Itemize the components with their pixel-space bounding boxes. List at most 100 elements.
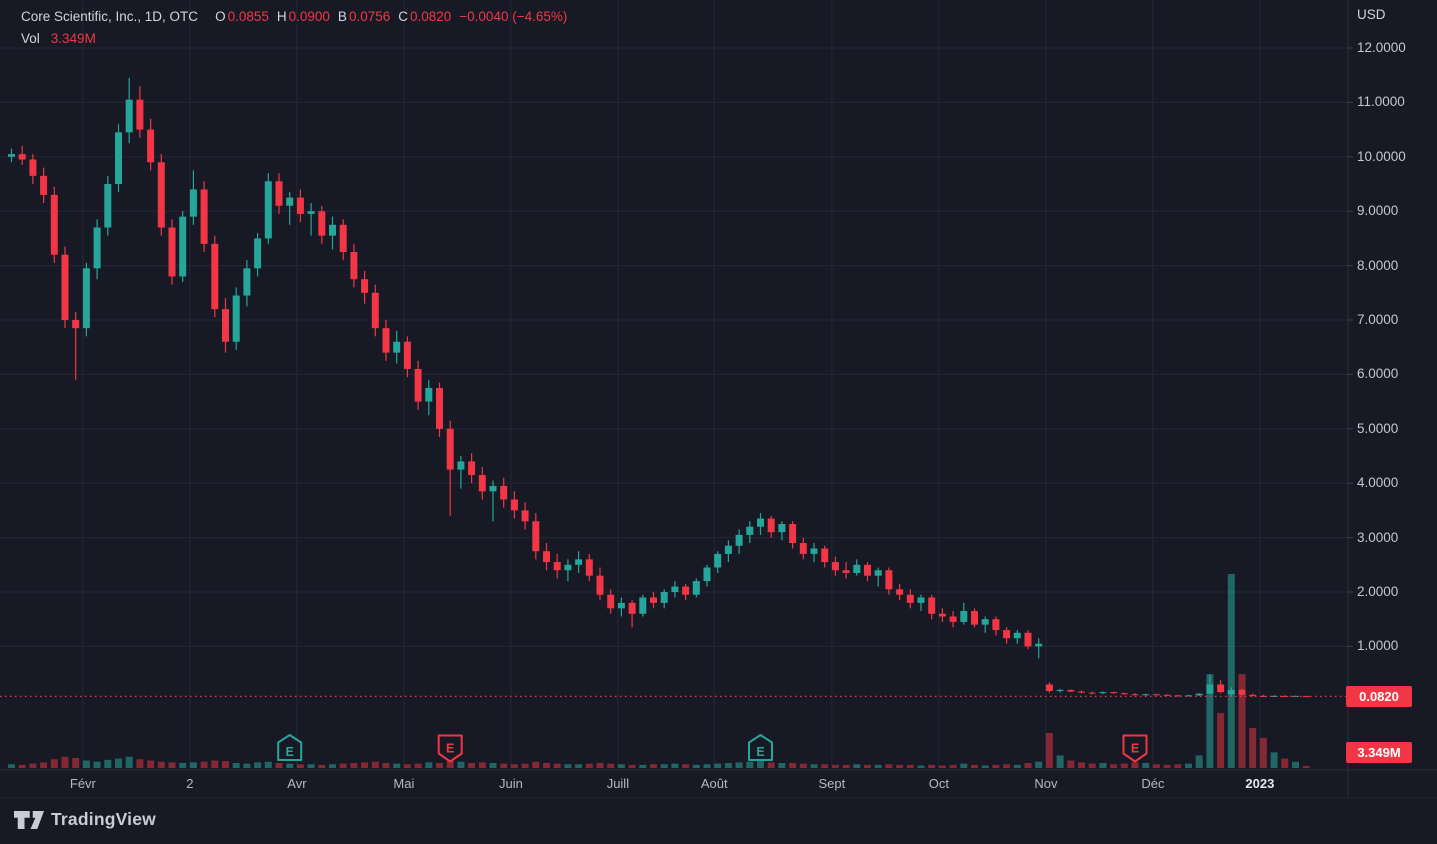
volume-bar — [446, 759, 454, 768]
candle-body — [799, 543, 807, 554]
volume-bar — [1217, 712, 1225, 768]
volume-bar — [981, 765, 989, 768]
candle-body — [104, 184, 112, 228]
volume-bar — [1131, 762, 1139, 768]
tradingview-logo[interactable]: TradingView — [14, 809, 156, 830]
low-label: B — [337, 8, 347, 24]
candle-body — [254, 238, 262, 269]
earnings-marker-letter: E — [756, 745, 764, 759]
volume-bar — [660, 764, 668, 768]
candle-body — [607, 594, 615, 609]
candle-body — [243, 268, 251, 296]
volume-bar — [1067, 760, 1075, 768]
volume-bar — [157, 761, 165, 768]
candle-body — [200, 189, 208, 244]
volume-bar — [436, 762, 443, 768]
candle-body — [1056, 689, 1064, 692]
candle-body — [382, 328, 390, 353]
time-tick-label: 2 — [186, 776, 194, 791]
earnings-marker-down[interactable]: E — [1122, 734, 1148, 763]
candle-body — [1238, 689, 1246, 695]
candle-body — [40, 175, 48, 195]
candle-body — [543, 551, 550, 563]
time-tick-label: Nov — [1034, 776, 1058, 791]
candle-body — [264, 181, 272, 239]
candle-body — [189, 189, 197, 217]
candle-body — [1120, 693, 1128, 695]
volume-bar — [489, 762, 497, 768]
volume-bar — [1142, 762, 1150, 768]
volume-bar — [8, 764, 15, 768]
candle-body — [757, 518, 764, 527]
candle-body — [232, 295, 240, 342]
volume-bar — [778, 762, 786, 768]
candle-body — [874, 570, 882, 576]
candle-body — [1003, 630, 1011, 639]
volume-bar — [543, 762, 550, 768]
candle-body — [703, 567, 711, 582]
volume-bar — [243, 763, 251, 768]
volume-bar — [617, 764, 625, 768]
candle-body — [1142, 694, 1150, 696]
candle-body — [211, 243, 219, 310]
candle-body — [1249, 694, 1257, 696]
candle-body — [532, 521, 540, 552]
earnings-marker-up[interactable]: E — [277, 734, 303, 761]
volume-bar — [767, 762, 775, 768]
volume-bar — [1035, 761, 1043, 768]
candle-body — [1195, 693, 1203, 696]
symbol-title[interactable]: Core Scientific, Inc., 1D, OTC — [21, 8, 199, 24]
close-value: 0.0820 — [409, 8, 452, 24]
candle-body — [403, 341, 411, 369]
candle-body — [489, 485, 497, 492]
candle-body — [61, 254, 69, 320]
candle-body — [72, 320, 80, 329]
candle-body — [436, 388, 443, 429]
earnings-marker-down[interactable]: E — [437, 734, 463, 763]
volume-bar — [1003, 764, 1011, 768]
close-label: C — [398, 8, 408, 24]
candle-body — [767, 518, 775, 533]
candle-body — [831, 562, 839, 571]
candle-body — [521, 510, 529, 522]
candle-body — [275, 181, 283, 206]
volume-bar — [639, 764, 647, 768]
volume-bar — [307, 764, 315, 768]
candle-body — [1281, 695, 1289, 697]
price-tick-label: 12.0000 — [1357, 40, 1406, 55]
volume-bar — [1174, 764, 1182, 768]
volume-bar — [1110, 764, 1118, 768]
volume-bar — [361, 762, 369, 768]
candle-body — [917, 597, 925, 603]
candle-body — [660, 592, 668, 603]
volume-bar — [125, 756, 133, 768]
candle-body — [842, 570, 850, 573]
candle-body — [468, 461, 476, 476]
volume-bar — [510, 764, 518, 768]
earnings-marker-letter: E — [446, 742, 454, 756]
candle-body — [938, 613, 946, 617]
volume-bar — [72, 757, 80, 768]
candle-body — [1110, 692, 1118, 694]
candle-body — [296, 197, 304, 214]
currency-label[interactable]: USD — [1357, 7, 1386, 22]
volume-bar — [500, 763, 508, 768]
volume-bar — [789, 762, 797, 768]
earnings-marker-up[interactable]: E — [748, 734, 773, 761]
earnings-marker-letter: E — [1131, 742, 1139, 756]
volume-bar — [61, 756, 69, 768]
candle-body — [446, 428, 454, 470]
candle-body — [157, 162, 165, 228]
volume-bar — [29, 763, 37, 768]
volume-bar — [232, 762, 240, 768]
volume-bar — [200, 761, 208, 768]
volume-bar — [168, 762, 176, 768]
last-price-badge: 0.0820 — [1346, 685, 1412, 707]
candle-body — [1227, 689, 1235, 695]
candle-body — [350, 252, 358, 280]
volume-bar — [821, 764, 829, 768]
volume-bar — [403, 764, 411, 768]
volume-bar — [179, 762, 187, 768]
legend-volume-row: Vol 3.349M — [21, 27, 567, 49]
